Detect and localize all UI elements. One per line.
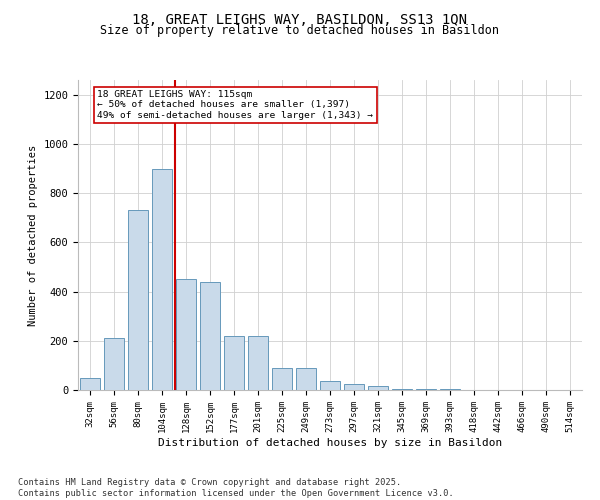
Bar xyxy=(368,386,388,390)
Text: 18, GREAT LEIGHS WAY, BASILDON, SS13 1QN: 18, GREAT LEIGHS WAY, BASILDON, SS13 1QN xyxy=(133,12,467,26)
Bar xyxy=(392,389,412,390)
Y-axis label: Number of detached properties: Number of detached properties xyxy=(28,144,38,326)
Text: Contains HM Land Registry data © Crown copyright and database right 2025.
Contai: Contains HM Land Registry data © Crown c… xyxy=(18,478,454,498)
Bar xyxy=(272,368,292,390)
Bar xyxy=(176,280,196,390)
Bar xyxy=(296,368,316,390)
Text: Size of property relative to detached houses in Basildon: Size of property relative to detached ho… xyxy=(101,24,499,37)
Bar xyxy=(320,382,340,390)
X-axis label: Distribution of detached houses by size in Basildon: Distribution of detached houses by size … xyxy=(158,438,502,448)
Bar xyxy=(128,210,148,390)
Bar xyxy=(104,338,124,390)
Bar xyxy=(152,168,172,390)
Text: 18 GREAT LEIGHS WAY: 115sqm
← 50% of detached houses are smaller (1,397)
49% of : 18 GREAT LEIGHS WAY: 115sqm ← 50% of det… xyxy=(97,90,373,120)
Bar xyxy=(416,389,436,390)
Bar xyxy=(248,336,268,390)
Bar xyxy=(344,384,364,390)
Bar xyxy=(200,282,220,390)
Bar xyxy=(224,336,244,390)
Bar xyxy=(80,378,100,390)
